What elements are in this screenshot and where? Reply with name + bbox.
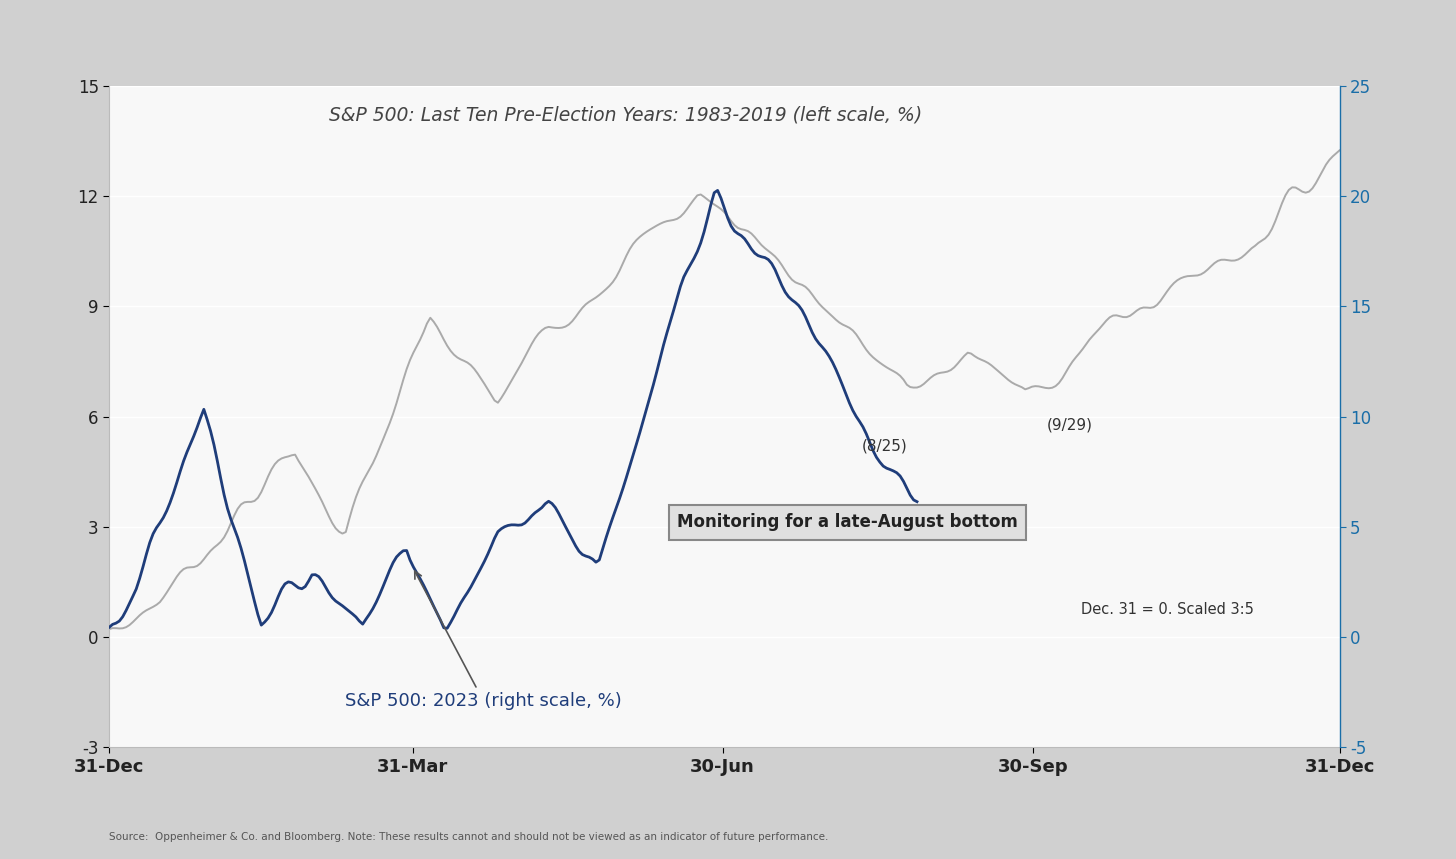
- Text: Dec. 31 = 0. Scaled 3:5: Dec. 31 = 0. Scaled 3:5: [1080, 602, 1254, 617]
- Text: (8/25): (8/25): [862, 438, 907, 454]
- Text: (9/29): (9/29): [1047, 417, 1093, 433]
- Text: S&P 500: 2023 (right scale, %): S&P 500: 2023 (right scale, %): [345, 571, 622, 710]
- Text: Monitoring for a late-August bottom: Monitoring for a late-August bottom: [677, 514, 1018, 532]
- Text: Source:  Oppenheimer & Co. and Bloomberg. Note: These results cannot and should : Source: Oppenheimer & Co. and Bloomberg.…: [109, 832, 828, 842]
- Text: S&P 500: Last Ten Pre-Election Years: 1983-2019 (left scale, %): S&P 500: Last Ten Pre-Election Years: 19…: [329, 106, 923, 125]
